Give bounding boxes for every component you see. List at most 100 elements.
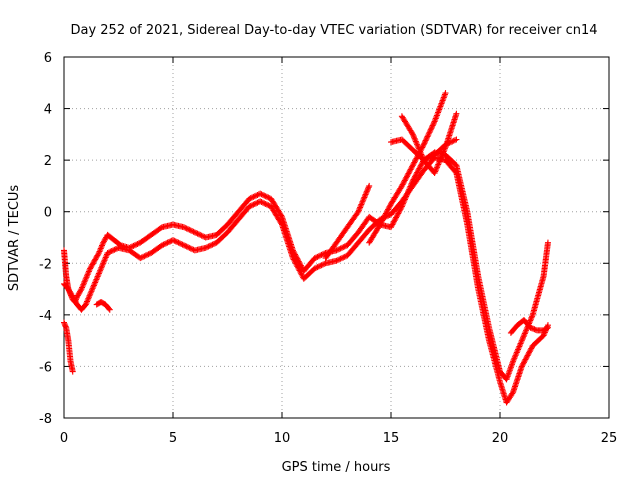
data-point xyxy=(206,242,213,249)
data-point xyxy=(450,137,457,144)
data-point xyxy=(415,145,422,152)
data-point xyxy=(197,231,204,238)
data-point xyxy=(104,249,111,256)
data-point xyxy=(366,182,373,189)
data-point xyxy=(427,153,434,160)
data-point xyxy=(365,184,372,191)
data-point xyxy=(180,224,187,231)
data-point xyxy=(340,244,347,251)
data-point xyxy=(144,251,151,258)
data-point xyxy=(522,329,529,336)
series-6 xyxy=(398,110,460,177)
data-point xyxy=(247,195,254,202)
data-point xyxy=(419,154,426,161)
data-point xyxy=(265,194,272,201)
data-points xyxy=(61,90,551,406)
data-point xyxy=(186,244,193,251)
data-point xyxy=(318,251,325,258)
data-point xyxy=(261,200,268,207)
data-point xyxy=(165,239,172,246)
data-point xyxy=(247,202,254,209)
data-point xyxy=(412,138,419,145)
data-point xyxy=(341,243,348,250)
x-tick-label: 20 xyxy=(492,431,509,446)
y-ticks: -8 -6 -4 -2 0 2 4 6 xyxy=(39,51,609,427)
data-point xyxy=(258,199,265,206)
x-axis-label: GPS time / hours xyxy=(282,460,391,475)
x-tick-label: 10 xyxy=(274,431,291,446)
data-point xyxy=(520,333,527,340)
y-tick-label: 2 xyxy=(44,154,52,169)
data-point xyxy=(265,202,272,209)
data-point xyxy=(186,226,193,233)
y-tick-label: -8 xyxy=(39,412,52,427)
data-point xyxy=(311,255,318,262)
data-point xyxy=(360,197,367,204)
data-point xyxy=(418,152,425,159)
series-8 xyxy=(507,317,551,336)
data-point xyxy=(429,122,436,129)
y-tick-label: -4 xyxy=(39,309,52,324)
x-tick-label: 5 xyxy=(169,431,177,446)
data-point xyxy=(527,317,534,324)
data-point xyxy=(142,252,149,259)
data-point xyxy=(544,239,551,246)
data-point xyxy=(336,256,343,263)
data-point xyxy=(441,147,448,154)
y-tick-label: 4 xyxy=(44,103,52,118)
data-point xyxy=(357,204,364,211)
data-point xyxy=(208,242,215,249)
data-point xyxy=(417,149,424,156)
data-point xyxy=(438,154,445,161)
y-tick-label: -6 xyxy=(39,360,52,375)
data-point xyxy=(527,316,534,323)
data-point xyxy=(254,191,261,198)
data-point xyxy=(131,242,138,249)
data-point xyxy=(264,201,271,208)
data-point xyxy=(189,246,196,253)
data-point xyxy=(432,167,439,174)
data-point xyxy=(523,327,530,334)
data-point xyxy=(427,128,434,135)
data-point xyxy=(246,195,253,202)
data-point xyxy=(361,194,368,201)
data-point xyxy=(418,151,425,158)
data-point xyxy=(440,148,447,155)
y-axis-label: SDTVAR / TECUs xyxy=(7,185,22,292)
data-point xyxy=(355,208,362,215)
data-point xyxy=(77,287,84,294)
data-point xyxy=(439,151,446,158)
data-point xyxy=(259,191,266,198)
data-point xyxy=(138,254,145,261)
data-point xyxy=(437,157,444,164)
y-tick-label: 0 xyxy=(44,206,52,221)
data-point xyxy=(362,191,369,198)
data-point xyxy=(363,190,370,197)
data-point xyxy=(447,139,454,146)
data-point xyxy=(338,244,345,251)
chart-title: Day 252 of 2021, Sidereal Day-to-day VTE… xyxy=(70,23,597,38)
data-point xyxy=(361,192,368,199)
data-point xyxy=(133,241,140,248)
data-point xyxy=(363,188,370,195)
data-point xyxy=(437,155,444,162)
data-point xyxy=(409,131,416,138)
data-point xyxy=(259,199,266,206)
data-point xyxy=(161,240,168,247)
data-point xyxy=(110,247,117,254)
x-tick-label: 15 xyxy=(383,431,400,446)
data-point xyxy=(105,249,112,256)
data-point xyxy=(338,255,345,262)
data-point xyxy=(433,165,440,172)
data-point xyxy=(426,129,433,136)
data-point xyxy=(159,242,166,249)
data-point xyxy=(417,148,424,155)
data-point xyxy=(441,145,448,152)
data-point xyxy=(251,200,258,207)
data-point xyxy=(145,251,152,258)
data-point xyxy=(423,136,430,143)
data-point xyxy=(193,229,200,236)
data-point xyxy=(264,193,271,200)
data-point xyxy=(429,123,436,130)
